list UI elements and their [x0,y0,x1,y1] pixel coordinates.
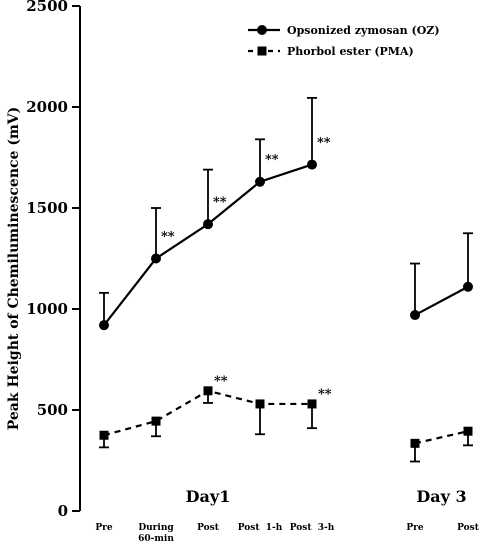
data-point [203,219,213,230]
y-tick-label: 2500 [26,0,68,15]
significance-marker: ** [161,230,175,245]
data-point [151,253,161,264]
x-tick-label-line: Post 3-h [290,523,335,533]
legend-marker [257,46,267,56]
y-tick-label: 1000 [26,300,68,318]
x-tick-label: Post [457,523,480,533]
series-line [414,285,469,317]
group-label: Day1 [186,487,231,506]
data-point [307,399,317,409]
y-tick-label: 0 [58,502,68,520]
group-label: Day 3 [416,487,466,506]
legend: Opsonized zymosan (OZ) Phorbol ester (PMA… [248,24,440,58]
x-tick-label-line: Post 1-h [238,523,283,533]
y-tick-label: 500 [37,401,68,419]
significance-marker: ** [265,153,279,168]
y-axis-label: Peak Height of Chemiluminescence (mV) [6,107,22,431]
data-point [203,386,213,396]
x-tick-label: Post 3-h [290,523,335,533]
data-point [255,176,265,187]
data-point [410,310,420,321]
data-point [99,320,109,331]
x-tick-label: Pre [406,523,424,533]
data-point [99,430,109,440]
significance-marker: ** [213,195,227,210]
labels: Peak Height of Chemiluminescence (mV) Pre… [6,107,480,543]
x-tick-label: During 60-min [138,523,174,543]
x-tick-label: Post [197,523,220,533]
x-tick-label: Post 1-h [238,523,283,533]
data-point [410,438,420,448]
x-tick-label-line: 60-min [138,534,174,543]
series-pma: ** ** [99,374,473,463]
series-line [414,430,469,445]
significance-marker: ** [317,136,331,151]
x-tick-label-line: Post [457,523,480,533]
data-point [255,399,265,409]
x-tick-label-line: Pre [95,523,113,533]
series-layer: ** ** ** ** ** ** [99,97,473,463]
x-tick-label-line: Pre [406,523,424,533]
data-point [463,426,473,436]
legend-label: Opsonized zymosan (OZ) [287,24,440,37]
data-point [463,281,473,292]
legend-marker [257,25,267,35]
y-tick-label: 2000 [26,98,68,116]
legend-label: Phorbol ester (PMA) [287,45,414,58]
x-tick-label: Pre [95,523,113,533]
series-oz: ** ** ** ** [99,97,473,331]
y-tick-label: 1500 [26,199,68,217]
axes: 0 500 1000 1500 2000 2500 [26,0,81,520]
significance-marker: ** [318,387,332,402]
data-point [307,159,317,170]
data-point [151,416,161,426]
significance-marker: ** [214,374,228,389]
x-tick-label-line: Post [197,523,220,533]
x-tick-label-line: During [138,523,174,533]
